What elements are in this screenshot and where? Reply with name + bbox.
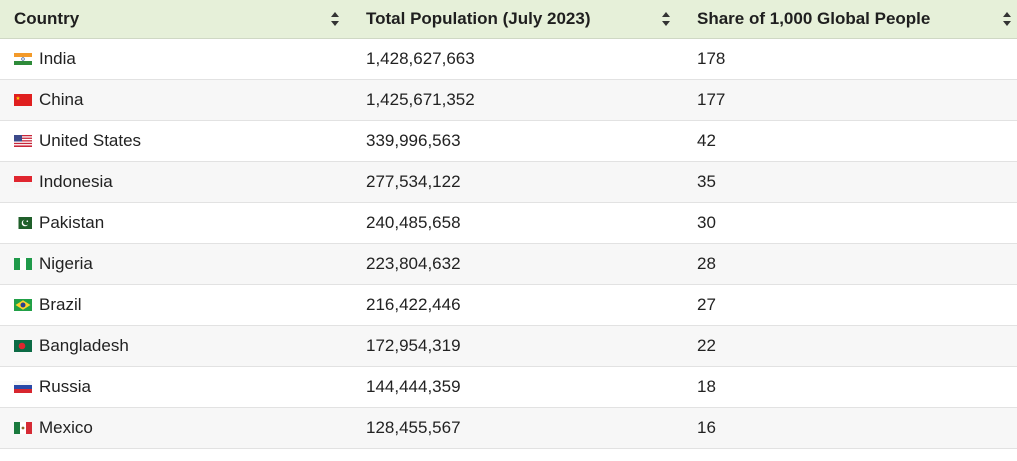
- population-cell: 1,425,671,352: [351, 79, 682, 121]
- country-cell: Bangladesh: [0, 325, 351, 367]
- nigeria-flag-icon: [14, 258, 32, 270]
- share-cell: 16: [682, 407, 1017, 449]
- table-row: Indonesia 277,534,122 35: [0, 161, 1017, 203]
- population-cell: 144,444,359: [351, 366, 682, 408]
- country-cell: United States: [0, 120, 351, 162]
- column-header-population[interactable]: Total Population (July 2023): [351, 0, 682, 39]
- country-name: India: [39, 49, 76, 68]
- indonesia-flag-icon: [14, 176, 32, 188]
- population-cell: 240,485,658: [351, 202, 682, 244]
- china-flag-icon: [14, 94, 32, 106]
- country-name: Russia: [39, 377, 91, 396]
- column-header-population-label: Total Population (July 2023): [366, 9, 591, 28]
- india-flag-icon: [14, 53, 32, 65]
- country-cell: Indonesia: [0, 161, 351, 203]
- share-cell: 28: [682, 243, 1017, 285]
- country-name: United States: [39, 131, 142, 150]
- table-row: Bangladesh 172,954,319 22: [0, 325, 1017, 367]
- table-row: Brazil 216,422,446 27: [0, 284, 1017, 326]
- country-name: China: [39, 90, 84, 109]
- population-cell: 172,954,319: [351, 325, 682, 367]
- table-header-row: Country Total Population (July 2023) Sha…: [0, 0, 1017, 39]
- country-cell: Mexico: [0, 407, 351, 449]
- share-cell: 42: [682, 120, 1017, 162]
- country-cell: China: [0, 79, 351, 121]
- share-cell: 22: [682, 325, 1017, 367]
- russia-flag-icon: [14, 381, 32, 393]
- country-cell: Russia: [0, 366, 351, 408]
- country-name: Mexico: [39, 418, 93, 437]
- population-cell: 277,534,122: [351, 161, 682, 203]
- table-row: China 1,425,671,352 177: [0, 79, 1017, 121]
- population-cell: 223,804,632: [351, 243, 682, 285]
- country-name: Pakistan: [39, 213, 105, 232]
- table-row: Nigeria 223,804,632 28: [0, 243, 1017, 285]
- share-cell: 178: [682, 38, 1017, 80]
- country-cell: Pakistan: [0, 202, 351, 244]
- sort-icon[interactable]: [660, 10, 672, 28]
- share-cell: 177: [682, 79, 1017, 121]
- country-cell: Nigeria: [0, 243, 351, 285]
- country-name: Indonesia: [39, 172, 113, 191]
- population-table: Country Total Population (July 2023) Sha…: [0, 0, 1017, 449]
- brazil-flag-icon: [14, 299, 32, 311]
- country-name: Brazil: [39, 295, 82, 314]
- table-row: Mexico 128,455,567 16: [0, 407, 1017, 449]
- column-header-share[interactable]: Share of 1,000 Global People: [682, 0, 1017, 39]
- sort-icon[interactable]: [1001, 10, 1013, 28]
- mexico-flag-icon: [14, 422, 32, 434]
- share-cell: 30: [682, 202, 1017, 244]
- table-row: United States 339,996,563 42: [0, 120, 1017, 162]
- country-cell: India: [0, 38, 351, 80]
- united-states-flag-icon: [14, 135, 32, 147]
- pakistan-flag-icon: [14, 217, 32, 229]
- country-name: Bangladesh: [39, 336, 129, 355]
- sort-icon[interactable]: [329, 10, 341, 28]
- population-cell: 1,428,627,663: [351, 38, 682, 80]
- population-cell: 216,422,446: [351, 284, 682, 326]
- column-header-country-label: Country: [14, 9, 80, 28]
- country-cell: Brazil: [0, 284, 351, 326]
- share-cell: 18: [682, 366, 1017, 408]
- share-cell: 35: [682, 161, 1017, 203]
- table-row: Russia 144,444,359 18: [0, 366, 1017, 408]
- population-cell: 339,996,563: [351, 120, 682, 162]
- column-header-share-label: Share of 1,000 Global People: [697, 9, 931, 28]
- population-cell: 128,455,567: [351, 407, 682, 449]
- share-cell: 27: [682, 284, 1017, 326]
- bangladesh-flag-icon: [14, 340, 32, 352]
- table-row: India 1,428,627,663 178: [0, 38, 1017, 80]
- country-name: Nigeria: [39, 254, 93, 273]
- table-row: Pakistan 240,485,658 30: [0, 202, 1017, 244]
- column-header-country[interactable]: Country: [0, 0, 351, 39]
